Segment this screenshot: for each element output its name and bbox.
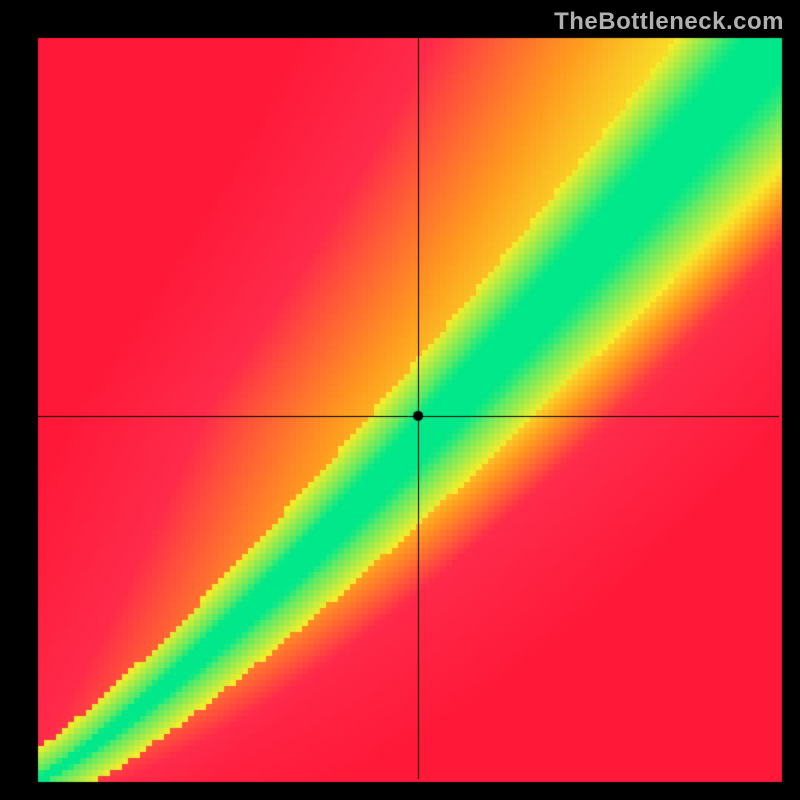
watermark-text: TheBottleneck.com (554, 8, 784, 36)
chart-container: TheBottleneck.com (0, 0, 800, 800)
bottleneck-heatmap (0, 0, 800, 800)
